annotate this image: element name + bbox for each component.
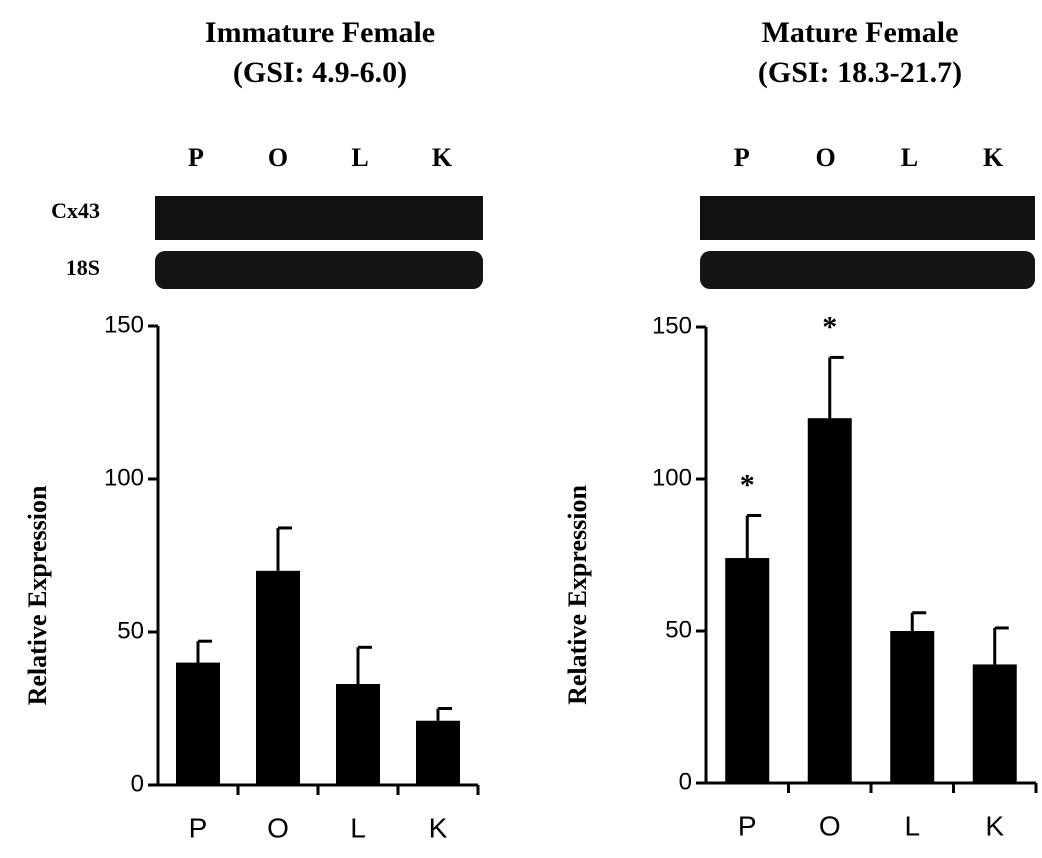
y-tick-label: 100 (104, 464, 144, 491)
x-tick-label: P (738, 810, 757, 841)
blot-row-label: 18S (66, 255, 100, 280)
blot-band (155, 251, 483, 289)
x-tick-label: K (985, 810, 1004, 841)
blot-row-label: Cx43 (51, 198, 100, 223)
chart-subtitle: (GSI: 18.3-21.7) (758, 56, 962, 89)
x-tick-label: O (819, 810, 841, 841)
bar (973, 664, 1017, 783)
y-tick-label: 150 (652, 312, 692, 339)
bar (725, 558, 769, 783)
x-tick-label: L (904, 810, 920, 841)
chart-title: Immature Female (205, 16, 435, 49)
blot-lane-label: L (351, 143, 368, 172)
bar (256, 571, 300, 785)
y-tick-label: 50 (117, 617, 144, 644)
x-tick-label: K (429, 812, 448, 843)
blot-lane-label: P (734, 143, 750, 172)
y-tick-label: 150 (104, 311, 144, 338)
blot-lane-label: O (816, 143, 836, 172)
chart-title: Mature Female (762, 16, 959, 49)
bar (890, 631, 934, 783)
blot-band (700, 196, 1035, 240)
blot-lane-label: P (188, 143, 204, 172)
y-axis-label: Relative Expression (23, 485, 52, 705)
blot-lane-label: O (268, 143, 288, 172)
x-tick-label: O (267, 812, 289, 843)
bar (176, 663, 220, 785)
y-tick-label: 100 (652, 464, 692, 491)
blot-lane-label: K (432, 143, 453, 172)
bar (336, 684, 380, 785)
y-tick-label: 0 (679, 768, 692, 795)
blot-lane-label: K (983, 143, 1004, 172)
y-tick-label: 50 (665, 616, 692, 643)
figure: Immature Female (GSI: 4.9-6.0) P O L K Cx43 18S… (0, 0, 1042, 858)
chart-subtitle: (GSI: 4.9-6.0) (233, 56, 407, 89)
blot-band (700, 251, 1035, 289)
blot-lane-label: L (901, 143, 918, 172)
x-tick-label: L (350, 812, 366, 843)
blot-band (155, 196, 483, 240)
significance-mark: * (740, 468, 755, 501)
bar (416, 721, 460, 785)
bar (808, 418, 852, 783)
significance-mark: * (822, 310, 837, 343)
y-axis-label: Relative Expression (563, 485, 592, 705)
y-tick-label: 0 (131, 770, 144, 797)
x-tick-label: P (189, 812, 208, 843)
